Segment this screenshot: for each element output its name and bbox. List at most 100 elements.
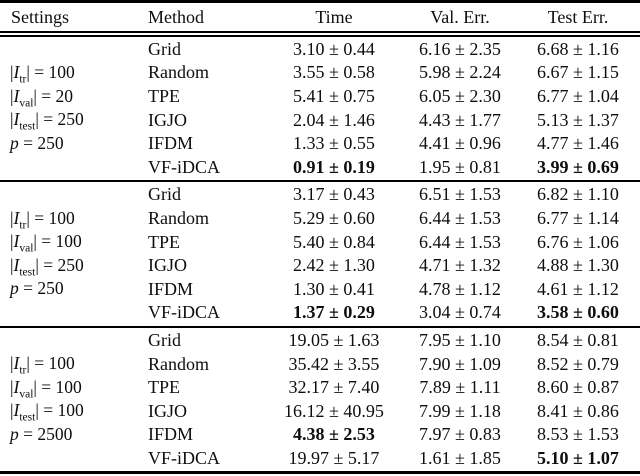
method-cell: VF-iDCA: [148, 156, 221, 177]
method-cell: IGJO: [148, 109, 187, 130]
time-cell: 1.30 ± 0.41: [293, 278, 375, 299]
test-err-cell: 4.61 ± 1.12: [537, 278, 619, 299]
test-err-cell: 5.10 ± 1.07: [537, 447, 619, 468]
time-cell: 2.04 ± 1.46: [293, 109, 375, 130]
setting-value: | = 100: [26, 62, 75, 83]
abs-bar: |: [10, 85, 14, 106]
val-err-cell: 6.44 ± 1.53: [419, 207, 501, 228]
time-cell: 5.29 ± 0.60: [293, 207, 375, 228]
method-cell: Random: [148, 207, 209, 228]
val-err-cell: 1.61 ± 1.85: [419, 447, 501, 468]
subscript: val: [19, 97, 34, 110]
method-cell: IGJO: [148, 255, 187, 276]
time-cell: 0.91 ± 0.19: [293, 156, 375, 177]
test-err-cell: 5.13 ± 1.37: [537, 109, 619, 130]
header-val-err: Val. Err.: [430, 6, 490, 27]
abs-bar: |: [10, 231, 14, 252]
time-cell: 1.37 ± 0.29: [293, 302, 375, 323]
time-cell: 3.55 ± 0.58: [293, 62, 375, 83]
table-block-3: |Itr| = 100 |Ival| = 100 |Itest| = 100 p…: [0, 328, 640, 472]
setting-line: |Itest| = 250: [10, 254, 142, 278]
setting-line: |Ival| = 100: [10, 376, 142, 400]
time-cell: 19.05 ± 1.63: [288, 329, 380, 350]
test-err-cell: 4.77 ± 1.46: [537, 133, 619, 154]
method-cell: TPE: [148, 231, 181, 252]
time-cell: 3.17 ± 0.43: [293, 184, 375, 205]
val-err-cell: 7.99 ± 1.18: [419, 400, 501, 421]
subscript: tr: [19, 364, 27, 377]
setting-line: p = 250: [10, 277, 142, 301]
time-cell: 19.97 ± 5.17: [288, 447, 380, 468]
setting-value: | = 100: [26, 207, 75, 228]
math-var: I: [13, 353, 20, 374]
method-cell: Random: [148, 62, 209, 83]
time-cell: 35.42 ± 3.55: [288, 353, 380, 374]
header-settings: Settings: [11, 6, 70, 27]
settings-cell: |Itr| = 100 |Ival| = 20 |Itest| = 250 p …: [0, 38, 142, 180]
subscript: test: [19, 266, 36, 279]
test-err-cell: 6.77 ± 1.14: [537, 207, 619, 228]
setting-value: | = 100: [35, 400, 84, 421]
setting-value: = 250: [18, 278, 64, 299]
block-separator-rule: [0, 180, 640, 183]
test-err-cell: 6.67 ± 1.15: [537, 62, 619, 83]
subscript: val: [19, 388, 34, 401]
abs-bar: |: [10, 109, 14, 130]
test-err-cell: 8.54 ± 0.81: [537, 329, 619, 350]
method-cell: IFDM: [148, 278, 194, 299]
val-err-cell: 3.04 ± 0.74: [419, 302, 501, 323]
time-cell: 4.38 ± 2.53: [293, 424, 375, 445]
abs-bar: |: [10, 62, 14, 83]
subscript: test: [19, 120, 36, 133]
method-cell: IFDM: [148, 133, 194, 154]
settings-cell: |Itr| = 100 |Ival| = 100 |Itest| = 100 p…: [0, 329, 142, 471]
math-var: I: [13, 85, 20, 106]
top-rule: [0, 0, 640, 3]
setting-line: |Itr| = 100: [10, 207, 142, 231]
abs-bar: |: [10, 376, 14, 397]
test-err-cell: 6.77 ± 1.04: [537, 85, 619, 106]
val-err-cell: 6.16 ± 2.35: [419, 38, 501, 59]
val-err-cell: 7.89 ± 1.11: [419, 377, 501, 398]
setting-line: |Itr| = 100: [10, 61, 142, 85]
math-var: p: [10, 278, 19, 299]
method-cell: Grid: [148, 184, 181, 205]
method-cell: TPE: [148, 85, 181, 106]
test-err-cell: 6.76 ± 1.06: [537, 231, 619, 252]
val-err-cell: 4.43 ± 1.77: [419, 109, 501, 130]
test-err-cell: 8.41 ± 0.86: [537, 400, 619, 421]
setting-line: |Itest| = 250: [10, 108, 142, 132]
val-err-cell: 6.51 ± 1.53: [419, 184, 501, 205]
test-err-cell: 6.82 ± 1.10: [537, 184, 619, 205]
time-cell: 3.10 ± 0.44: [293, 38, 375, 59]
math-var: p: [10, 132, 19, 153]
method-cell: IGJO: [148, 400, 187, 421]
method-cell: VF-iDCA: [148, 447, 221, 468]
setting-value: | = 250: [35, 109, 84, 130]
abs-bar: |: [10, 353, 14, 374]
method-cell: VF-iDCA: [148, 302, 221, 323]
math-var: I: [13, 400, 20, 421]
header-method: Method: [148, 6, 204, 27]
abs-bar: |: [10, 400, 14, 421]
subscript: test: [19, 411, 36, 424]
val-err-cell: 4.41 ± 0.96: [419, 133, 501, 154]
time-cell: 16.12 ± 40.95: [284, 400, 384, 421]
math-var: I: [13, 231, 20, 252]
method-cell: Grid: [148, 329, 181, 350]
val-err-cell: 6.44 ± 1.53: [419, 231, 501, 252]
setting-line: |Itest| = 100: [10, 399, 142, 423]
test-err-cell: 3.58 ± 0.60: [537, 302, 619, 323]
header-time: Time: [315, 6, 353, 27]
header-test-err: Test Err.: [547, 6, 609, 27]
val-err-cell: 4.78 ± 1.12: [419, 278, 501, 299]
val-err-cell: 1.95 ± 0.81: [419, 156, 501, 177]
time-cell: 1.33 ± 0.55: [293, 133, 375, 154]
test-err-cell: 8.53 ± 1.53: [537, 424, 619, 445]
block-separator-rule: [0, 325, 640, 328]
abs-bar: |: [10, 207, 14, 228]
test-err-cell: 8.52 ± 0.79: [537, 353, 619, 374]
setting-line: p = 250: [10, 132, 142, 156]
time-cell: 32.17 ± 7.40: [288, 377, 380, 398]
